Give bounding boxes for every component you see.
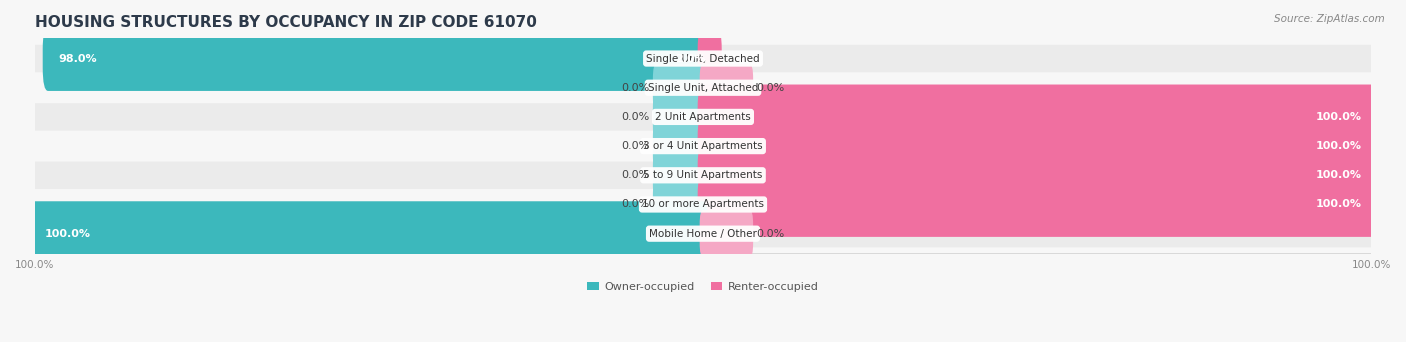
- Text: 0.0%: 0.0%: [756, 83, 785, 93]
- Text: 0.0%: 0.0%: [621, 141, 650, 151]
- Text: 100.0%: 100.0%: [45, 229, 91, 239]
- FancyBboxPatch shape: [42, 26, 709, 91]
- Text: 100.0%: 100.0%: [1315, 112, 1361, 122]
- FancyBboxPatch shape: [700, 210, 754, 257]
- Text: 100.0%: 100.0%: [1315, 141, 1361, 151]
- FancyBboxPatch shape: [697, 143, 1376, 208]
- Text: Single Unit, Detached: Single Unit, Detached: [647, 54, 759, 64]
- FancyBboxPatch shape: [35, 103, 1371, 131]
- Text: 5 to 9 Unit Apartments: 5 to 9 Unit Apartments: [644, 170, 762, 180]
- FancyBboxPatch shape: [652, 122, 706, 170]
- FancyBboxPatch shape: [652, 64, 706, 111]
- FancyBboxPatch shape: [652, 181, 706, 228]
- FancyBboxPatch shape: [652, 152, 706, 199]
- FancyBboxPatch shape: [35, 132, 1371, 160]
- FancyBboxPatch shape: [35, 74, 1371, 102]
- Text: 2 Unit Apartments: 2 Unit Apartments: [655, 112, 751, 122]
- Legend: Owner-occupied, Renter-occupied: Owner-occupied, Renter-occupied: [583, 277, 823, 296]
- FancyBboxPatch shape: [697, 114, 1376, 179]
- Text: 98.0%: 98.0%: [58, 54, 97, 64]
- Text: HOUSING STRUCTURES BY OCCUPANCY IN ZIP CODE 61070: HOUSING STRUCTURES BY OCCUPANCY IN ZIP C…: [35, 15, 537, 30]
- Text: 0.0%: 0.0%: [621, 83, 650, 93]
- Text: 0.0%: 0.0%: [621, 112, 650, 122]
- Text: Single Unit, Attached: Single Unit, Attached: [648, 83, 758, 93]
- Text: 0.0%: 0.0%: [621, 170, 650, 180]
- Text: 100.0%: 100.0%: [1315, 199, 1361, 210]
- FancyBboxPatch shape: [697, 84, 1376, 149]
- FancyBboxPatch shape: [697, 26, 721, 91]
- FancyBboxPatch shape: [652, 93, 706, 141]
- FancyBboxPatch shape: [30, 201, 709, 266]
- FancyBboxPatch shape: [35, 161, 1371, 189]
- Text: Source: ZipAtlas.com: Source: ZipAtlas.com: [1274, 14, 1385, 24]
- FancyBboxPatch shape: [697, 172, 1376, 237]
- Text: 10 or more Apartments: 10 or more Apartments: [643, 199, 763, 210]
- Text: 3 or 4 Unit Apartments: 3 or 4 Unit Apartments: [643, 141, 763, 151]
- FancyBboxPatch shape: [700, 64, 754, 111]
- Text: 2.0%: 2.0%: [676, 54, 706, 64]
- Text: Mobile Home / Other: Mobile Home / Other: [650, 229, 756, 239]
- FancyBboxPatch shape: [35, 220, 1371, 247]
- Text: 0.0%: 0.0%: [621, 199, 650, 210]
- FancyBboxPatch shape: [35, 191, 1371, 218]
- Text: 0.0%: 0.0%: [756, 229, 785, 239]
- Text: 100.0%: 100.0%: [1315, 170, 1361, 180]
- FancyBboxPatch shape: [35, 45, 1371, 72]
